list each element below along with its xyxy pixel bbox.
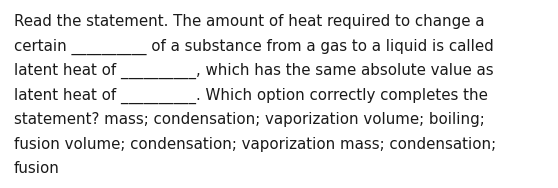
Text: fusion: fusion — [14, 161, 60, 176]
Text: fusion volume; condensation; vaporization mass; condensation;: fusion volume; condensation; vaporizatio… — [14, 136, 496, 152]
Text: latent heat of __________. Which option correctly completes the: latent heat of __________. Which option … — [14, 87, 488, 104]
Text: latent heat of __________, which has the same absolute value as: latent heat of __________, which has the… — [14, 63, 494, 79]
Text: Read the statement. The amount of heat required to change a: Read the statement. The amount of heat r… — [14, 14, 484, 29]
Text: certain __________ of a substance from a gas to a liquid is called: certain __________ of a substance from a… — [14, 39, 494, 55]
Text: statement? mass; condensation; vaporization volume; boiling;: statement? mass; condensation; vaporizat… — [14, 112, 485, 127]
